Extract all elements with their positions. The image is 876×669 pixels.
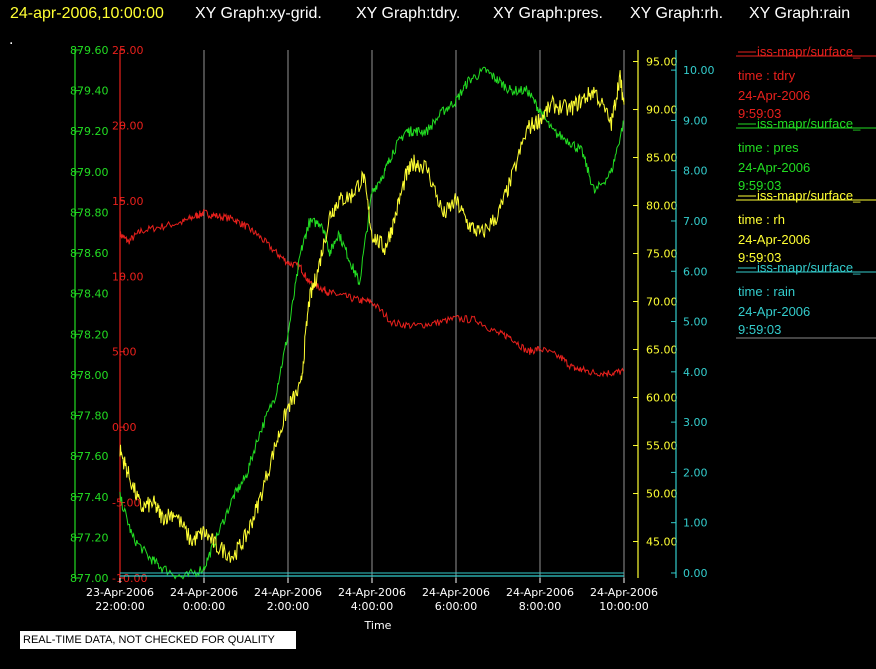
y-tick-label-rain: 5.00 xyxy=(683,316,708,329)
y-tick-label-pres: 877.00 xyxy=(70,572,109,585)
header-title-tdry: XY Graph:tdry. xyxy=(356,5,460,22)
legend-time: 9:59:03 xyxy=(738,322,781,337)
x-tick-date: 24-Apr-2006 xyxy=(590,586,658,599)
y-tick-label-pres: 879.20 xyxy=(70,125,109,138)
y-tick-label-rain: 10.00 xyxy=(683,64,715,77)
y-tick-label-rain: 3.00 xyxy=(683,416,708,429)
header-title-pres: XY Graph:pres. xyxy=(493,5,603,22)
x-tick-time: 0:00:00 xyxy=(183,600,225,613)
legend-variable: time : rh xyxy=(738,212,785,227)
x-tick-date: 23-Apr-2006 xyxy=(86,586,154,599)
y-tick-label-pres: 877.20 xyxy=(70,531,109,544)
y-tick-label-rh: 45.00 xyxy=(646,536,678,549)
y-tick-label-rain: 6.00 xyxy=(683,265,708,278)
header-title-rh: XY Graph:rh. xyxy=(630,5,723,22)
y-tick-label-pres: 878.20 xyxy=(70,328,109,341)
x-tick-time: 22:00:00 xyxy=(95,600,144,613)
series-line-tdry xyxy=(119,209,625,378)
y-tick-label-rh: 50.00 xyxy=(646,488,678,501)
legend-time: 9:59:03 xyxy=(738,250,781,265)
header-title-rain: XY Graph:rain xyxy=(749,5,850,22)
y-tick-label-rh: 90.00 xyxy=(646,104,678,117)
y-tick-label-pres: 878.00 xyxy=(70,369,109,382)
grid-layer xyxy=(203,50,625,578)
x-tick-time: 4:00:00 xyxy=(351,600,393,613)
y-tick-label-rh: 70.00 xyxy=(646,296,678,309)
header-title-xy-grid: XY Graph:xy-grid. xyxy=(195,5,322,22)
y-tick-label-tdry: -5.00 xyxy=(112,497,140,510)
y-tick-label-rh: 65.00 xyxy=(646,344,678,357)
header-datetime: 24-apr-2006,10:00:00 xyxy=(10,5,164,22)
y-tick-label-tdry: -10.00 xyxy=(112,572,147,585)
x-axis-label: Time xyxy=(364,619,392,632)
y-tick-label-rain: 2.00 xyxy=(683,466,708,479)
header-dot: . xyxy=(9,31,13,48)
y-tick-label-rain: 9.00 xyxy=(683,114,708,127)
y-tick-label-pres: 877.60 xyxy=(70,450,109,463)
y-tick-label-rh: 60.00 xyxy=(646,392,678,405)
y-tick-label-rh: 55.00 xyxy=(646,440,678,453)
x-tick-time: 10:00:00 xyxy=(599,600,648,613)
y-tick-label-rh: 75.00 xyxy=(646,248,678,261)
y-tick-label-rain: 1.00 xyxy=(683,517,708,530)
axes-layer: 877.00 877.20 877.40 877.60 877.80 878.00 878.… xyxy=(70,44,715,585)
y-tick-label-pres: 879.00 xyxy=(70,166,109,179)
y-tick-label-rain: 0.00 xyxy=(683,567,708,580)
x-tick-date: 24-Apr-2006 xyxy=(506,586,574,599)
x-tick-time: 2:00:00 xyxy=(267,600,309,613)
legend-variable: time : rain xyxy=(738,284,795,299)
y-tick-label-pres: 877.80 xyxy=(70,410,109,423)
x-tick-time: 6:00:00 xyxy=(435,600,477,613)
x-axis-ticks: 23-Apr-200622:00:0024-Apr-20060:00:0024-… xyxy=(86,578,658,613)
y-tick-label-rain: 4.00 xyxy=(683,366,708,379)
series-line-rh xyxy=(119,70,625,563)
y-tick-label-pres: 878.40 xyxy=(70,288,109,301)
y-tick-label-tdry: 25.00 xyxy=(112,44,144,57)
legend-time: 9:59:03 xyxy=(738,106,781,121)
legend-date: 24-Apr-2006 xyxy=(738,88,810,103)
y-tick-label-rh: 80.00 xyxy=(646,200,678,213)
y-tick-label-rh: 95.00 xyxy=(646,56,678,69)
legend-source: iss-mapr/surface_ xyxy=(757,188,861,203)
series-line-pres xyxy=(119,66,625,580)
legend: iss-mapr/surface_time : tdry24-Apr-20069… xyxy=(736,44,876,339)
y-tick-label-rain: 7.00 xyxy=(683,215,708,228)
y-tick-label-pres: 877.40 xyxy=(70,491,109,504)
legend-variable: time : pres xyxy=(738,140,799,155)
x-tick-date: 24-Apr-2006 xyxy=(170,586,238,599)
y-tick-label-tdry: 5.00 xyxy=(112,346,137,359)
x-tick-date: 24-Apr-2006 xyxy=(422,586,490,599)
series-layer xyxy=(119,66,625,580)
y-tick-label-tdry: 0.00 xyxy=(112,421,137,434)
y-tick-label-rh: 85.00 xyxy=(646,152,678,165)
y-tick-label-rain: 8.00 xyxy=(683,165,708,178)
legend-source: iss-mapr/surface_ xyxy=(757,260,861,275)
x-tick-date: 24-Apr-2006 xyxy=(338,586,406,599)
legend-variable: time : tdry xyxy=(738,68,796,83)
legend-source: iss-mapr/surface_ xyxy=(757,44,861,59)
legend-date: 24-Apr-2006 xyxy=(738,160,810,175)
y-tick-label-tdry: 15.00 xyxy=(112,195,144,208)
y-tick-label-pres: 878.60 xyxy=(70,247,109,260)
y-tick-label-pres: 879.40 xyxy=(70,85,109,98)
quality-warning-note: REAL-TIME DATA, NOT CHECKED FOR QUALITY xyxy=(20,631,296,649)
x-tick-date: 24-Apr-2006 xyxy=(254,586,322,599)
x-tick-time: 8:00:00 xyxy=(519,600,561,613)
legend-time: 9:59:03 xyxy=(738,178,781,193)
legend-source: iss-mapr/surface_ xyxy=(757,116,861,131)
y-tick-label-tdry: 20.00 xyxy=(112,119,144,132)
y-tick-label-tdry: 10.00 xyxy=(112,270,144,283)
y-tick-label-pres: 878.80 xyxy=(70,206,109,219)
y-tick-label-pres: 879.60 xyxy=(70,44,109,57)
legend-date: 24-Apr-2006 xyxy=(738,232,810,247)
legend-date: 24-Apr-2006 xyxy=(738,304,810,319)
